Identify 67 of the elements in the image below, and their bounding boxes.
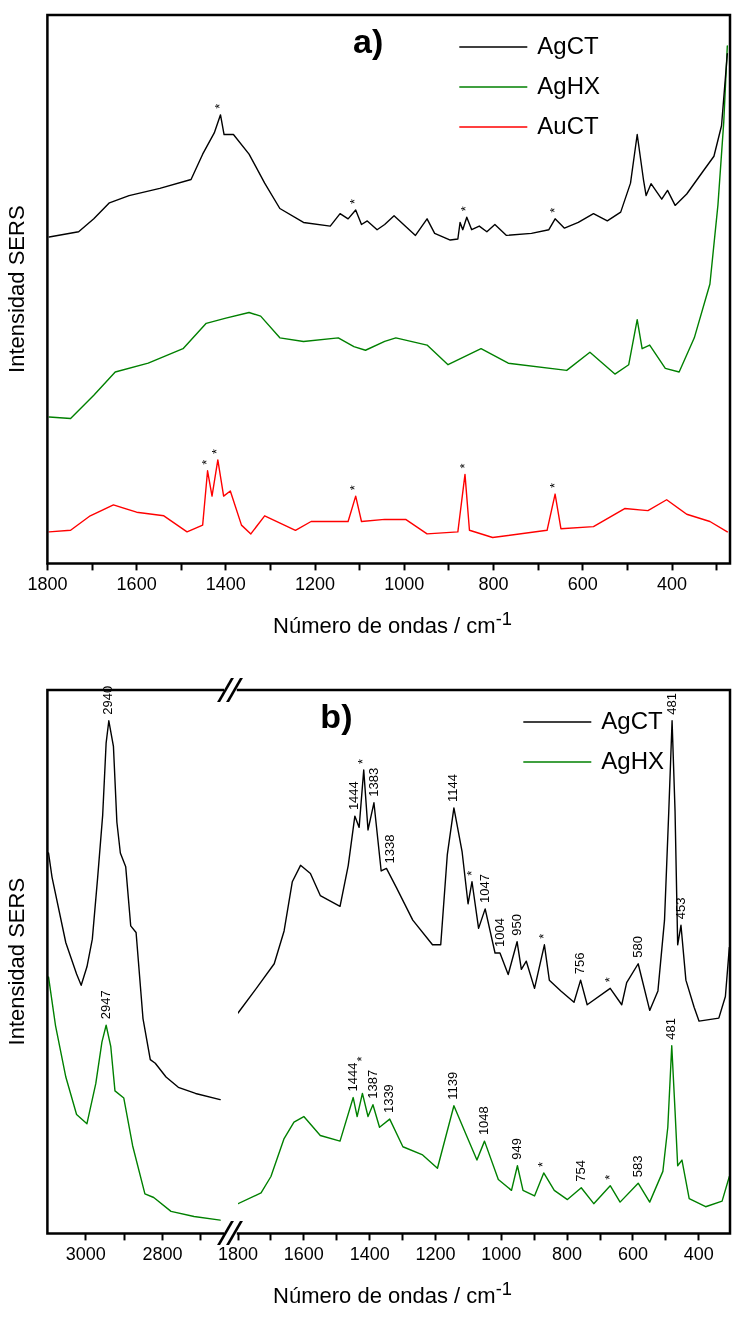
annotation: * [199, 459, 215, 465]
legend-label: AgCT [537, 31, 599, 59]
annotation: 1444 [344, 1062, 360, 1092]
legend-label: AgHX [601, 746, 665, 774]
annotation: * [456, 463, 472, 469]
annotation: * [546, 483, 562, 489]
annotation: 580 [629, 936, 645, 958]
annotation: * [546, 207, 562, 213]
chart-title: b) [320, 697, 353, 736]
annotation: 1047 [476, 873, 492, 903]
annotation: 1048 [476, 1106, 492, 1136]
x-tick-label: 1400 [205, 574, 246, 595]
annotation: 950 [508, 914, 524, 936]
annotation: * [601, 977, 617, 983]
annotation: * [209, 448, 225, 454]
annotation: 754 [572, 1160, 588, 1182]
x-tick-label: 3000 [65, 1244, 106, 1265]
annotation: * [458, 206, 474, 212]
x-tick-label: 1000 [384, 574, 425, 595]
x-tick-label: 600 [567, 574, 598, 595]
annotation: 1139 [445, 1071, 461, 1100]
x-tick-label: 600 [617, 1244, 648, 1265]
x-axis-title: Número de ondas / cm$^{-1}$ [272, 608, 513, 640]
annotation: 1004 [491, 918, 507, 947]
x-tick-label: 1600 [116, 574, 157, 595]
annotation: 1338 [381, 834, 397, 864]
x-tick-label: 400 [656, 574, 688, 595]
annotation: * [347, 198, 363, 205]
x-axis-title: Número de ondas / cm$^{-1}$ [272, 1278, 513, 1310]
annotation: 1383 [365, 767, 381, 797]
annotation: 949 [508, 1138, 524, 1160]
annotation: 2940 [100, 685, 116, 715]
legend-label: AuCT [537, 111, 599, 139]
x-tick-label: 2800 [142, 1244, 183, 1265]
annotation: 481 [663, 1018, 679, 1040]
annotation: 2947 [97, 990, 113, 1020]
annotation: * [347, 485, 363, 491]
y-axis-title: Intensidad SERS [4, 205, 30, 373]
annotation: * [535, 1161, 551, 1167]
x-tick-label: 1600 [283, 1244, 324, 1265]
annotation: * [463, 870, 479, 876]
annotation: 1444 [346, 781, 362, 811]
annotation: * [353, 1056, 369, 1062]
annotation: 583 [629, 1155, 645, 1178]
annotation: 453 [672, 897, 688, 920]
annotation: 756 [572, 952, 588, 975]
annotation: 1144 [445, 773, 461, 802]
legend-label: AgCT [601, 706, 663, 734]
x-tick-label: 800 [478, 574, 509, 595]
annotation: 1387 [364, 1069, 380, 1099]
annotation: * [355, 758, 371, 764]
x-tick-label: 800 [552, 1244, 583, 1265]
annotation: 1339 [381, 1084, 397, 1114]
x-tick-label: 1800 [27, 574, 68, 595]
x-tick-label: 1200 [415, 1244, 456, 1265]
annotation: 481 [663, 693, 679, 715]
annotation: * [212, 103, 228, 109]
x-tick-label: 1000 [481, 1244, 522, 1265]
chart-title: a) [353, 22, 384, 61]
x-tick-label: 1800 [218, 1244, 259, 1265]
y-axis-title: Intensidad SERS [4, 877, 30, 1046]
x-tick-label: 1400 [349, 1244, 390, 1265]
annotation: * [535, 933, 551, 939]
legend-label: AgHX [537, 71, 601, 99]
x-tick-label: 1200 [295, 574, 336, 595]
annotation: * [601, 1174, 617, 1180]
x-tick-label: 400 [683, 1244, 714, 1265]
